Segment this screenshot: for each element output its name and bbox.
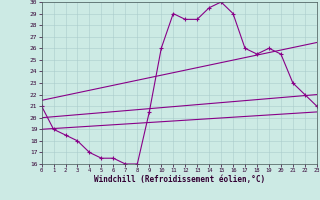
X-axis label: Windchill (Refroidissement éolien,°C): Windchill (Refroidissement éolien,°C): [94, 175, 265, 184]
